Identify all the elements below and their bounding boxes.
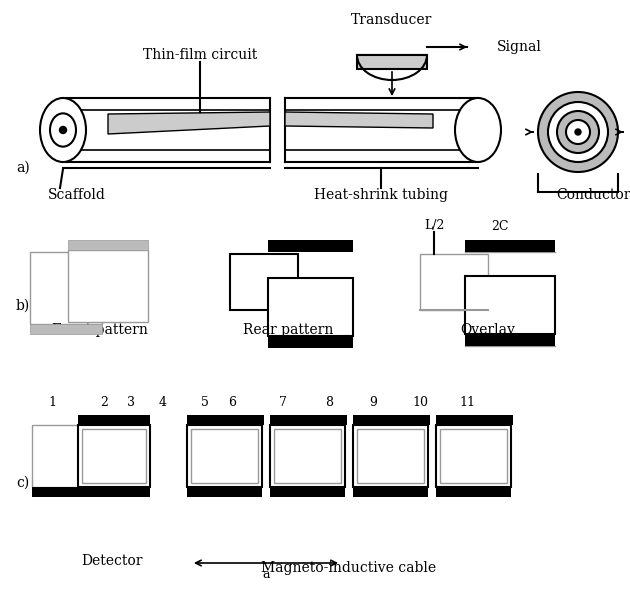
Text: Front pattern: Front pattern [52, 323, 148, 337]
Text: Transducer: Transducer [352, 13, 433, 27]
Text: 2C: 2C [491, 219, 509, 232]
Text: Scaffold: Scaffold [48, 188, 106, 202]
Bar [436, 415, 454, 425]
Bar [68, 240, 148, 250]
Bar [268, 336, 353, 348]
Bar [78, 415, 150, 425]
Text: Thin-film circuit: Thin-film circuit [143, 48, 257, 62]
Bar [357, 429, 424, 483]
Text: 4: 4 [159, 397, 167, 410]
Bar [187, 487, 262, 497]
Bar [371, 415, 430, 425]
Ellipse shape [575, 129, 581, 135]
Ellipse shape [50, 113, 76, 147]
Text: 5: 5 [201, 397, 209, 410]
Text: b: b [90, 439, 98, 452]
Text: Rear pattern: Rear pattern [243, 323, 333, 337]
Polygon shape [285, 112, 433, 128]
Text: Signal: Signal [497, 40, 542, 54]
Text: c): c) [16, 476, 29, 490]
Text: 9: 9 [369, 397, 377, 410]
Bar [454, 415, 513, 425]
Ellipse shape [455, 98, 501, 162]
Text: Detector: Detector [81, 554, 143, 568]
Text: 7: 7 [279, 397, 287, 410]
Bar [78, 487, 150, 497]
Bar [436, 425, 511, 487]
Text: 3: 3 [127, 397, 135, 410]
Bar [32, 487, 92, 497]
Bar [230, 254, 298, 310]
Text: 8: 8 [325, 397, 333, 410]
Text: b): b) [16, 299, 30, 313]
Ellipse shape [59, 126, 67, 134]
Bar [436, 487, 511, 497]
Bar [82, 429, 146, 483]
Bar [270, 487, 345, 497]
Text: Conductor: Conductor [556, 188, 630, 202]
Bar [353, 425, 428, 487]
Bar [78, 425, 150, 487]
Ellipse shape [557, 111, 599, 153]
Text: 10: 10 [412, 397, 428, 410]
Ellipse shape [40, 98, 86, 162]
Bar [274, 429, 341, 483]
Bar [191, 429, 258, 483]
Text: Heat-shrink tubing: Heat-shrink tubing [314, 188, 448, 202]
Text: 1: 1 [48, 397, 56, 410]
Text: L/2: L/2 [424, 219, 444, 232]
Bar [353, 415, 371, 425]
Bar [270, 425, 345, 487]
Text: 6: 6 [228, 397, 236, 410]
Bar [68, 250, 148, 322]
Bar [268, 240, 353, 252]
Text: 11: 11 [459, 397, 475, 410]
Bar [465, 334, 555, 346]
Bar [440, 429, 507, 483]
Bar [465, 240, 555, 252]
Bar [420, 254, 488, 310]
Polygon shape [108, 112, 270, 134]
Text: Overlay: Overlay [461, 323, 515, 337]
Bar [465, 276, 555, 334]
Text: a: a [262, 569, 270, 582]
Ellipse shape [566, 120, 590, 144]
Bar [205, 415, 264, 425]
Bar [187, 415, 205, 425]
Bar [30, 324, 102, 334]
Bar [357, 55, 427, 69]
Bar [187, 425, 262, 487]
Text: a): a) [16, 161, 30, 175]
Bar [353, 487, 428, 497]
Ellipse shape [538, 92, 618, 172]
Bar [32, 425, 92, 487]
Bar [268, 278, 353, 336]
Text: 2: 2 [100, 397, 108, 410]
Bar [30, 252, 102, 324]
Bar [270, 415, 288, 425]
Text: Magneto-inductive cable: Magneto-inductive cable [261, 561, 437, 575]
Ellipse shape [548, 102, 608, 162]
Bar [288, 415, 347, 425]
